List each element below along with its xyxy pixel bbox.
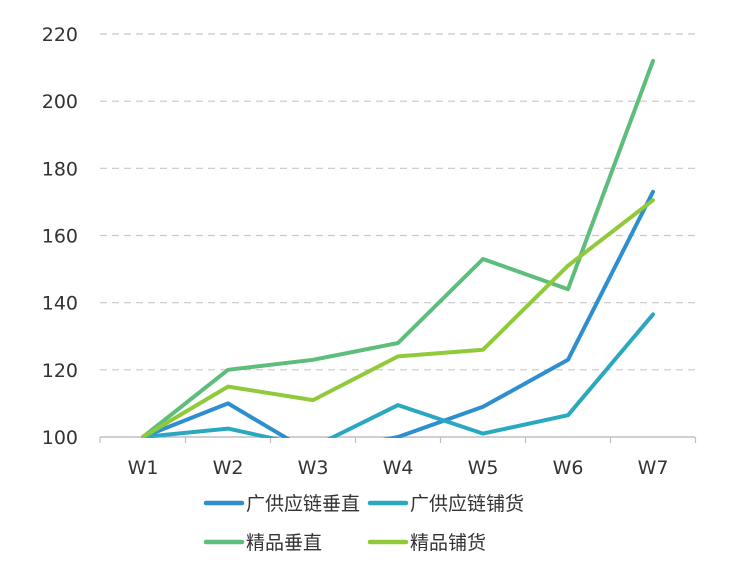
legend-label-1: 广供应链垂直: [246, 493, 360, 515]
legend-label-2: 广供应链铺货: [410, 493, 524, 515]
x-tick-label: W4: [383, 457, 414, 479]
y-tick-label: 220: [42, 24, 78, 46]
legend-label-4: 精品铺货: [410, 532, 486, 554]
y-tick-label: 200: [42, 91, 78, 113]
series-lines: [141, 58, 655, 438]
y-tick-label: 140: [42, 293, 78, 315]
series-line-4: [141, 198, 655, 438]
axes: 100 120 140 160 180 200 220 W1 W2 W3 W4 W5 W6 W7: [42, 24, 697, 479]
x-tick-label: W5: [468, 457, 499, 479]
y-tick-label: 100: [42, 427, 78, 449]
x-tick-label: W6: [553, 457, 584, 479]
y-tick-label: 160: [42, 226, 78, 248]
y-tick-label: 180: [42, 158, 78, 180]
x-tick-label: W7: [638, 457, 669, 479]
legend-label-3: 精品垂直: [246, 532, 322, 554]
x-tick-label: W2: [213, 457, 244, 479]
series-line-3: [141, 58, 655, 438]
x-tick-label: W3: [298, 457, 329, 479]
y-tick-label: 120: [42, 360, 78, 382]
x-tick-label: W1: [128, 457, 159, 479]
series-line-2: [141, 312, 655, 438]
grid-lines: [100, 33, 695, 371]
series-line-1: [141, 189, 655, 438]
